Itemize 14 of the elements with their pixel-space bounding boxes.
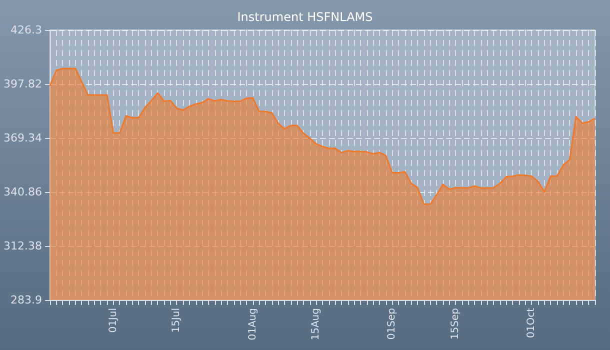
y-tick-label: 283.9 xyxy=(10,294,42,306)
x-tick-label: 01Sep xyxy=(386,308,398,340)
chart-title: Instrument HSFNLAMS xyxy=(237,10,373,24)
y-tick-label: 369.34 xyxy=(4,132,42,144)
x-tick-label: 15Jul xyxy=(171,308,182,333)
x-tick-label: 15Sep xyxy=(450,308,462,340)
x-tick-label: 01Jul xyxy=(108,308,119,333)
y-tick-label: 340.86 xyxy=(4,186,42,198)
y-tick-label: 397.82 xyxy=(4,78,42,90)
y-tick-label: 426.3 xyxy=(10,24,42,36)
x-tick-label: 01Aug xyxy=(247,308,258,340)
x-tick-label: 01Oct xyxy=(526,308,538,338)
x-tick-label: 15Aug xyxy=(310,308,322,340)
y-tick-label: 312.38 xyxy=(4,240,42,252)
